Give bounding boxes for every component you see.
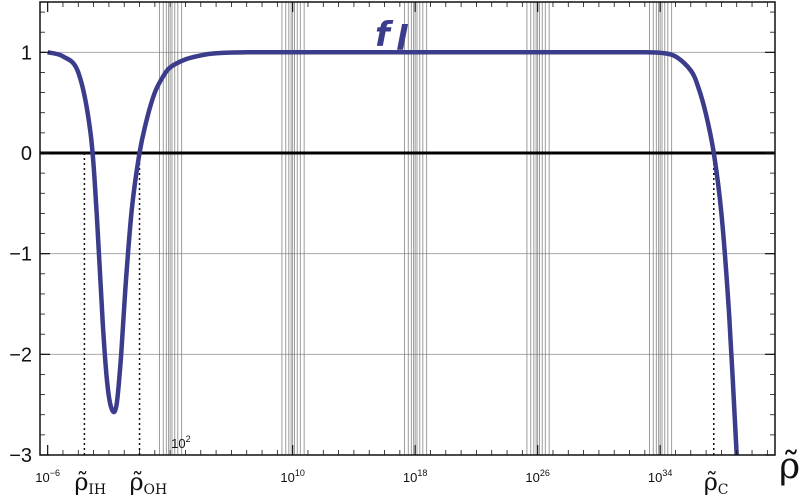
y-tick-label: 0 — [21, 143, 32, 165]
marker-label-subscript: IH — [88, 482, 106, 498]
plot-frame — [39, 1, 776, 456]
x-axis-label: ρ̃ — [779, 446, 800, 487]
series-line — [47, 50, 739, 456]
x-tick-label: 10−6 — [35, 468, 60, 485]
x-tick-label: 1018 — [403, 468, 427, 485]
y-tick-label: −2 — [9, 344, 32, 366]
labels: ρ̃ IH ρ̃ OH ρ̃ Cρ̃ — [74, 446, 800, 498]
marker-label-subscript: C — [718, 482, 729, 498]
marker-label-subscript: OH — [144, 482, 168, 498]
series-label-subscript: l — [396, 19, 409, 59]
x-tick-label: 1010 — [280, 468, 304, 485]
x-ticks: 10−6 1010 1018 1026 1034 102 — [35, 2, 768, 485]
y-tick-label: 1 — [21, 42, 32, 64]
marker-lines — [83, 153, 715, 455]
vertical-line-clusters — [158, 2, 673, 455]
series-label: f — [375, 15, 394, 55]
marker-label: ρ̃ — [704, 468, 718, 496]
y-ticks: 1 0 −1 −2 −3 — [9, 11, 775, 467]
x-tick-label: 1026 — [525, 468, 549, 485]
marker-label: ρ̃ — [130, 468, 144, 496]
marker-label: ρ̃ — [74, 468, 88, 496]
x-tick-label: 1034 — [648, 468, 672, 485]
y-tick-label: −1 — [9, 244, 32, 266]
x-tick-label-inset: 102 — [171, 434, 190, 451]
y-tick-label: −3 — [9, 445, 32, 467]
